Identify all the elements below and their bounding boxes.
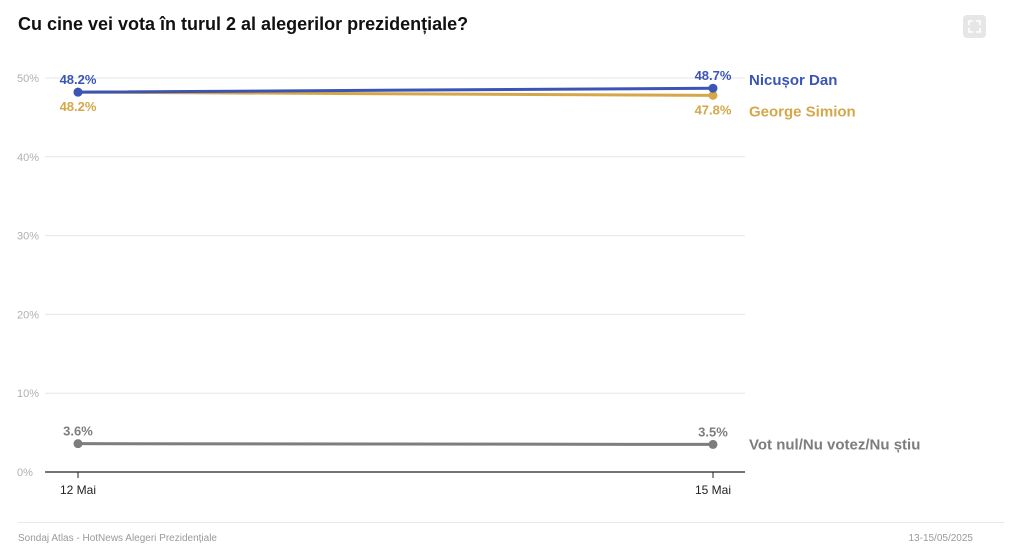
y-tick-label: 10% bbox=[17, 388, 39, 400]
footer-divider bbox=[18, 522, 1004, 523]
data-point bbox=[73, 87, 83, 97]
series-label: Vot nul/Nu votez/Nu știu bbox=[749, 436, 920, 453]
expand-fullscreen-icon bbox=[968, 20, 981, 33]
expand-button[interactable] bbox=[963, 15, 986, 38]
data-label: 3.5% bbox=[698, 424, 728, 439]
data-point bbox=[708, 439, 718, 449]
x-tick-label: 12 Mai bbox=[60, 483, 96, 497]
y-tick-label: 50% bbox=[17, 73, 39, 85]
y-tick-label: 30% bbox=[17, 231, 39, 243]
data-label: 48.2% bbox=[60, 99, 97, 114]
data-point bbox=[708, 90, 718, 100]
y-tick-label: 40% bbox=[17, 152, 39, 164]
series-label: George Simion bbox=[749, 103, 856, 120]
y-tick-label: 0% bbox=[17, 467, 33, 479]
data-label: 48.2% bbox=[60, 72, 97, 87]
source-note: Sondaj Atlas - HotNews Alegeri Prezidenț… bbox=[18, 533, 217, 544]
series-line bbox=[76, 86, 715, 94]
line-chart: 0% 10% 20% 30% 40% 50% 12 Mai 15 Mai 3.6% 3.5% 48.… bbox=[17, 68, 920, 497]
survey-dates: 13-15/05/2025 bbox=[908, 533, 973, 544]
chart-title: Cu cine vei vota în turul 2 al alegerilo… bbox=[18, 14, 469, 34]
data-point bbox=[708, 83, 718, 93]
data-label: 48.7% bbox=[695, 68, 732, 83]
x-tick-label: 15 Mai bbox=[695, 483, 731, 497]
data-label: 47.8% bbox=[695, 102, 732, 117]
data-label: 3.6% bbox=[63, 424, 93, 439]
y-tick-label: 20% bbox=[17, 309, 39, 321]
series-label: Nicușor Dan bbox=[749, 72, 837, 89]
data-point bbox=[73, 439, 83, 449]
series-line bbox=[76, 442, 715, 446]
